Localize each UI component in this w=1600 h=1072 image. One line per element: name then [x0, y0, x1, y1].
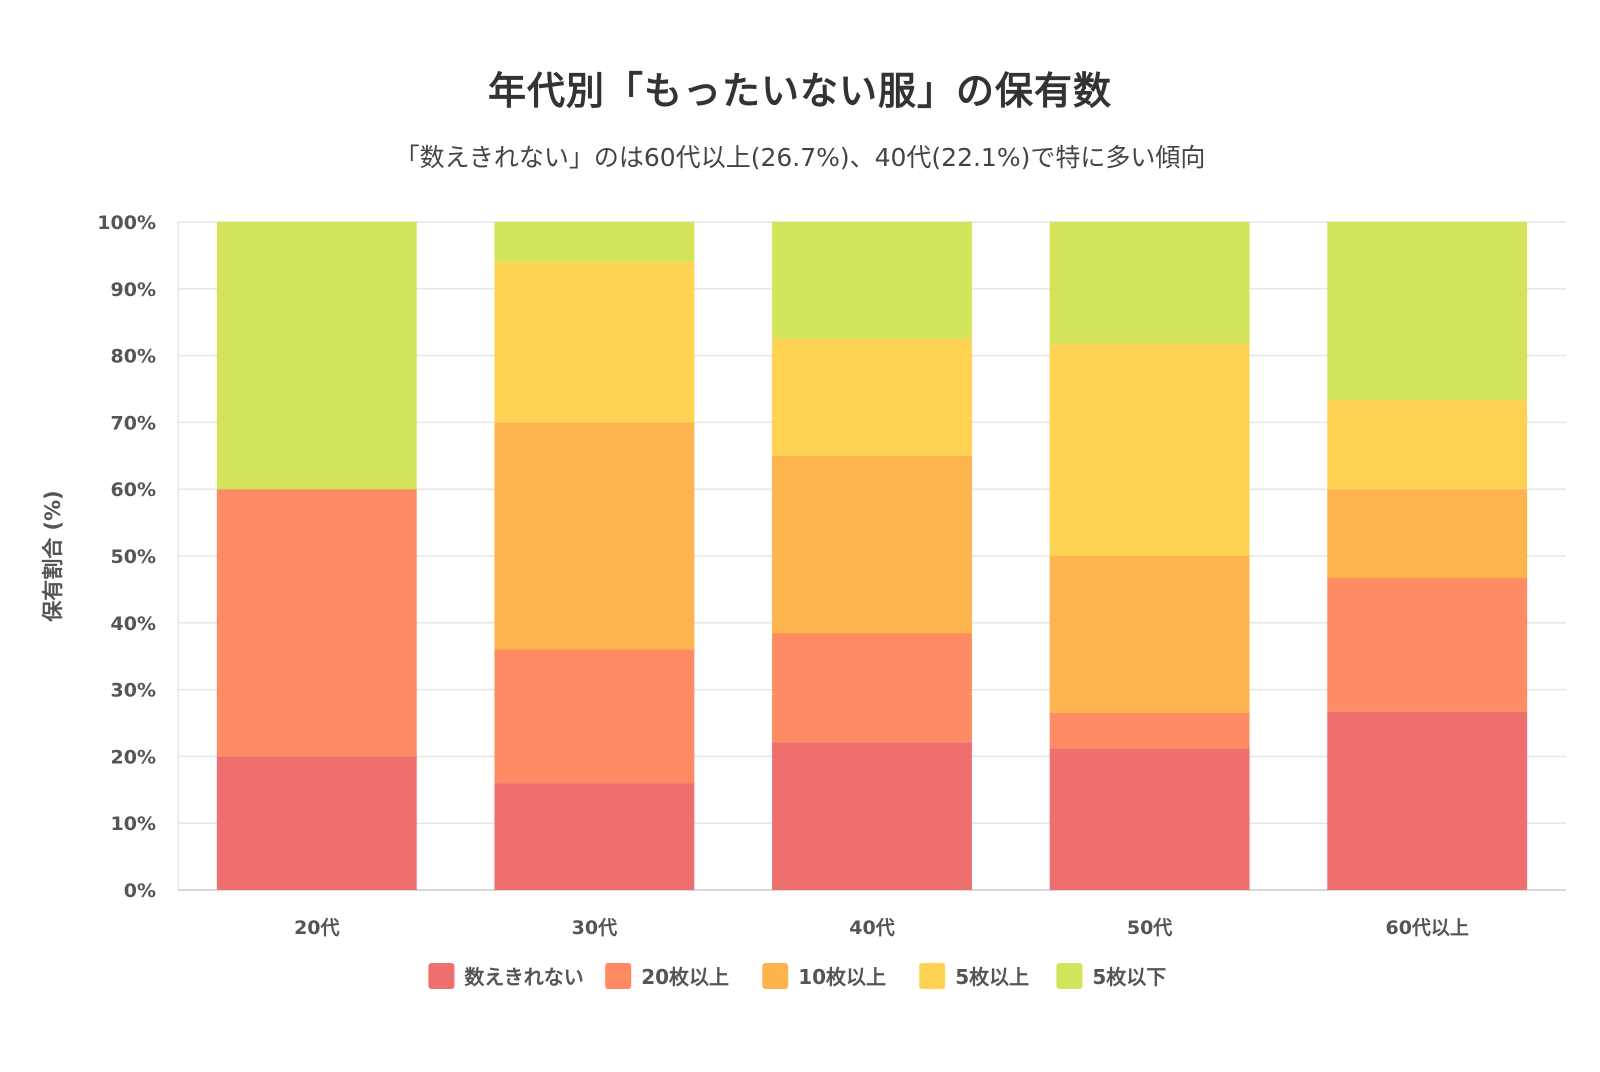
bar-segment: [1049, 712, 1250, 749]
legend-swatch: [1056, 963, 1083, 989]
x-tick-label: 20代: [294, 917, 339, 939]
bar-segment: [772, 338, 972, 456]
x-tick-label: 30代: [572, 917, 617, 939]
bar-segment: [494, 222, 695, 263]
bar-segment: [494, 262, 695, 423]
legend-label: 5枚以上: [955, 965, 1029, 989]
bar-segment: [1049, 343, 1250, 556]
y-tick-label: 90%: [111, 279, 156, 301]
legend-swatch: [919, 963, 946, 989]
y-tick-label: 60%: [111, 479, 156, 501]
y-tick-label: 30%: [111, 680, 156, 702]
bar-segment: [1049, 222, 1250, 344]
x-tick-label: 60代以上: [1385, 917, 1468, 939]
y-tick-label: 0%: [124, 880, 156, 902]
x-tick-label: 40代: [849, 917, 894, 939]
bar-segment: [216, 489, 417, 757]
bar-segment: [772, 742, 972, 890]
y-tick-label: 10%: [111, 813, 156, 835]
chart-title: 年代別「もったいない服」の保有数: [487, 69, 1112, 113]
chart-subtitle: 「数えきれない」のは60代以上(26.7%)、40代(22.1%)で特に多い傾向: [394, 143, 1206, 172]
bar-segment: [1327, 711, 1528, 890]
bar-segment: [772, 455, 972, 634]
bar-segment: [772, 222, 972, 339]
legend-swatch: [428, 963, 455, 989]
x-tick-label: 50代: [1127, 917, 1172, 939]
y-tick-label: 100%: [97, 212, 156, 234]
bar-segment: [216, 756, 417, 890]
y-tick-label: 40%: [111, 613, 156, 635]
bar-segment: [1327, 400, 1528, 490]
y-axis-title: 保有割合 (%): [41, 490, 65, 623]
bar-segment: [216, 222, 417, 490]
bar-segment: [1327, 222, 1528, 401]
bar-segment: [494, 422, 695, 650]
bar-segment: [494, 649, 695, 784]
bar-segment: [1327, 489, 1528, 579]
legend-swatch: [605, 963, 632, 989]
y-tick-label: 80%: [111, 346, 156, 368]
legend-label: 5枚以下: [1092, 965, 1166, 989]
legend-label: 20枚以上: [641, 965, 729, 989]
y-tick-label: 70%: [111, 412, 156, 434]
bar-segment: [1049, 556, 1250, 713]
legend-label: 10枚以上: [798, 965, 886, 989]
bar-segment: [772, 633, 972, 743]
bar-segment: [494, 783, 695, 890]
legend-label: 数えきれない: [464, 965, 583, 989]
legend-swatch: [762, 963, 789, 989]
bar-segment: [1327, 578, 1528, 712]
y-tick-label: 20%: [111, 746, 156, 768]
bar-segment: [1049, 748, 1250, 890]
y-tick-label: 50%: [111, 546, 156, 568]
